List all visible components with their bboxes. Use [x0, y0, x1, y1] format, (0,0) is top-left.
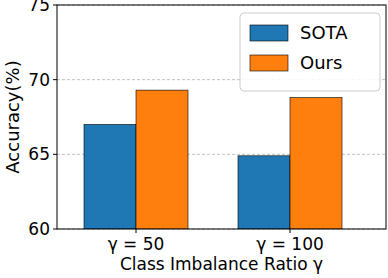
x-tick: [136, 229, 137, 233]
legend-box: [240, 13, 380, 91]
bars: [84, 90, 342, 229]
legend-swatch: [250, 55, 288, 71]
y-tick: [53, 5, 57, 6]
y-tick-label: 60: [28, 219, 50, 239]
x-axis-label: Class Imbalance Ratio γ: [120, 254, 323, 274]
y-tick-label: 75: [28, 0, 50, 15]
chart-container: 60 65 70 75 γ = 50 γ = 100Class Imbalance Rat…: [0, 0, 388, 278]
y-tick-label: 70: [28, 70, 50, 90]
legend-label: Ours: [300, 52, 342, 73]
legend-label: SOTA: [300, 22, 348, 43]
y-tick: [53, 154, 57, 155]
y-tick: [53, 229, 57, 230]
x-tick: [290, 229, 291, 233]
y-tick: [53, 79, 57, 80]
bar: [290, 98, 342, 229]
plot-frame: [57, 5, 386, 229]
bar: [136, 90, 188, 229]
bar: [238, 156, 290, 229]
legend-swatch: [250, 25, 288, 41]
y-axis-label: Accuracy(%): [2, 60, 23, 173]
x-tick-label: γ = 50: [108, 234, 165, 254]
y-tick-label: 65: [28, 144, 50, 164]
chart-svg: 60 65 70 75 γ = 50 γ = 100Class Imbalance Rat…: [0, 0, 388, 278]
x-tick-label: γ = 100: [256, 234, 324, 254]
bar: [84, 124, 136, 229]
